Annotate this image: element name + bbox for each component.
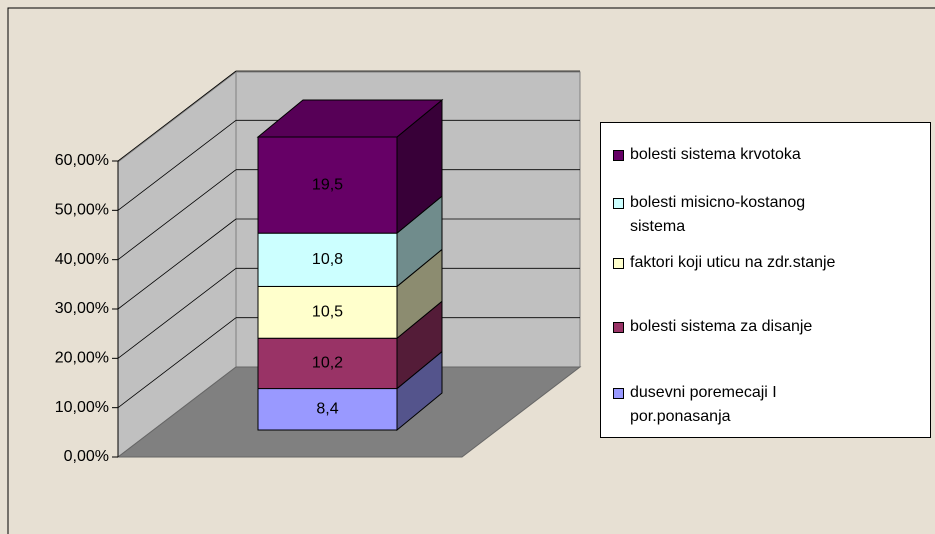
data-label: 10,5 <box>312 304 343 321</box>
grid-line <box>117 120 237 211</box>
legend-item: faktori koji uticu na zdr.stanje <box>613 251 852 275</box>
grid-line <box>117 268 237 359</box>
y-tick-label: 40,00% <box>55 251 109 268</box>
y-tick-label: 10,00% <box>55 399 109 416</box>
data-label: 10,2 <box>312 355 343 372</box>
legend-swatch <box>613 198 624 209</box>
grid-line <box>117 218 237 310</box>
data-label: 19,5 <box>312 176 343 193</box>
legend-item: bolesti sistema za disanje <box>613 315 852 339</box>
bar-segment <box>257 136 398 234</box>
grid-line <box>117 317 237 408</box>
legend-item: bolesti sistema krvotoka <box>613 143 852 167</box>
legend-label: bolesti sistema krvotoka <box>630 146 801 163</box>
y-tick-label: 20,00% <box>55 350 109 367</box>
y-tick-label: 60,00% <box>55 152 109 169</box>
legend-label: faktori koji uticu na zdr.stanje <box>630 254 836 271</box>
grid-line <box>117 169 237 260</box>
data-label: 8,4 <box>316 400 338 417</box>
legend-swatch <box>613 388 624 399</box>
legend-label: bolesti sistema za disanje <box>630 318 813 335</box>
frame <box>7 7 935 534</box>
y-tick-label: 0,00% <box>64 448 109 465</box>
legend: bolesti sistema krvotoka bolesti misicno-… <box>600 122 931 438</box>
y-tick-label: 30,00% <box>55 300 109 317</box>
legend-label: bolesti misicno-kostanog sistema <box>630 194 806 235</box>
legend-item: dusevni poremecaji I por.ponasanja <box>613 381 852 429</box>
legend-swatch <box>613 150 624 161</box>
bar-top <box>256 99 444 138</box>
grid-line <box>117 70 237 162</box>
y-tick-label: 50,00% <box>55 202 109 219</box>
legend-swatch <box>613 322 624 333</box>
legend-label: dusevni poremecaji I por.ponasanja <box>630 384 777 425</box>
legend-swatch <box>613 258 624 269</box>
data-label: 10,8 <box>312 251 343 268</box>
bar-segment <box>257 337 398 390</box>
bar-segment <box>257 388 398 431</box>
legend-item: bolesti misicno-kostanog sistema <box>613 191 852 239</box>
